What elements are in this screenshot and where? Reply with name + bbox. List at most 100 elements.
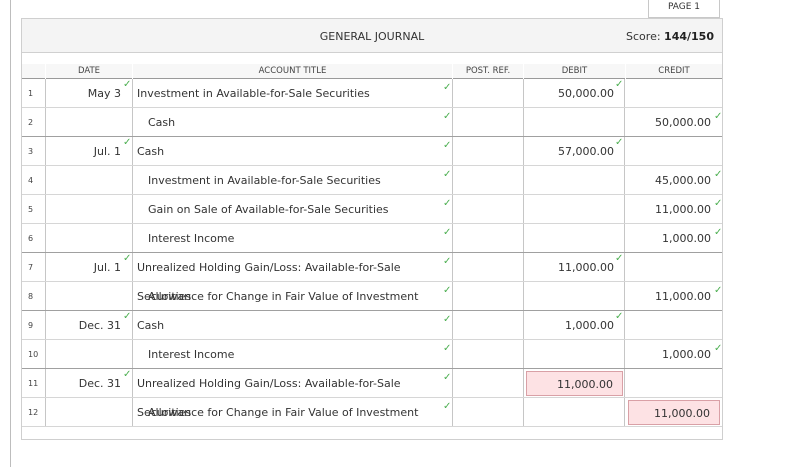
account-title-field[interactable]: Investment in Available-for-Sale Securit… — [137, 87, 370, 100]
row-number: 8 — [28, 292, 34, 301]
post-ref-field[interactable] — [453, 253, 523, 282]
account-title-field[interactable]: Investment in Available-for-Sale Securit… — [148, 174, 381, 187]
credit-field[interactable]: 45,000.00 — [628, 168, 720, 193]
column-divider — [452, 340, 453, 369]
date-field[interactable] — [46, 224, 132, 253]
journal-row: 8 Allowance for Change in Fair Value of I… — [22, 282, 722, 311]
date-field[interactable]: Jul. 1 — [93, 145, 121, 158]
journal-row: 5 Gain on Sale of Available-for-Sale Secu… — [22, 195, 722, 224]
date-field[interactable] — [46, 166, 132, 195]
post-ref-field[interactable] — [453, 369, 523, 398]
credit-field[interactable] — [628, 371, 720, 396]
account-title-field[interactable]: Interest Income — [148, 348, 235, 361]
date-field[interactable]: May 3 — [87, 87, 121, 100]
column-divider — [452, 224, 453, 253]
debit-field[interactable] — [526, 342, 623, 367]
credit-amount: 11,000.00 — [655, 203, 711, 216]
score-value: 144/150 — [664, 30, 714, 43]
credit-field[interactable]: 1,000.00 — [628, 226, 720, 251]
debit-field[interactable] — [526, 197, 623, 222]
column-divider — [523, 137, 524, 166]
journal-row: 9 Dec. 31 Cash 1,000.00 ✓ ✓ ✓ — [22, 311, 722, 340]
column-divider — [452, 137, 453, 166]
debit-field[interactable]: 57,000.00 — [526, 139, 623, 164]
post-ref-field[interactable] — [453, 398, 523, 427]
date-field[interactable] — [46, 282, 132, 311]
date-field[interactable]: Dec. 31 — [78, 319, 121, 332]
date-field[interactable] — [46, 195, 132, 224]
column-divider — [132, 108, 133, 137]
column-divider — [523, 79, 524, 108]
post-ref-field[interactable] — [453, 282, 523, 311]
account-title-field[interactable]: Cash — [137, 145, 165, 158]
column-divider — [132, 137, 133, 166]
page-tab[interactable]: PAGE 1 — [648, 0, 720, 18]
column-divider — [624, 137, 625, 166]
journal-row: 3 Jul. 1 Cash 57,000.00 ✓ ✓ ✓ — [22, 137, 722, 166]
post-ref-field[interactable] — [453, 195, 523, 224]
row-divider — [22, 426, 722, 427]
debit-field[interactable]: 11,000.00 — [526, 255, 623, 280]
post-ref-field[interactable] — [453, 79, 523, 108]
credit-amount: 1,000.00 — [662, 348, 711, 361]
credit-field[interactable]: 11,000.00 — [628, 197, 720, 222]
debit-field[interactable]: 1,000.00 — [526, 313, 623, 338]
post-ref-field[interactable] — [453, 340, 523, 369]
credit-field[interactable] — [628, 81, 720, 106]
correct-check-icon: ✓ — [443, 140, 452, 151]
debit-amount: 1,000.00 — [565, 319, 614, 332]
credit-field[interactable] — [628, 139, 720, 164]
row-divider — [22, 107, 722, 108]
post-ref-field[interactable] — [453, 137, 523, 166]
debit-field[interactable] — [526, 400, 623, 425]
post-ref-field[interactable] — [453, 311, 523, 340]
account-title-field[interactable]: Allowance for Change in Fair Value of In… — [148, 290, 419, 303]
correct-check-icon: ✓ — [443, 227, 452, 238]
credit-field[interactable]: 1,000.00 — [628, 342, 720, 367]
credit-amount: 50,000.00 — [655, 116, 711, 129]
account-title-field[interactable]: Gain on Sale of Available-for-Sale Secur… — [148, 203, 389, 216]
account-title-field[interactable]: Interest Income — [148, 232, 235, 245]
credit-field[interactable]: 11,000.00 — [628, 400, 720, 425]
post-ref-field[interactable] — [453, 224, 523, 253]
date-field[interactable] — [46, 340, 132, 369]
debit-field[interactable] — [526, 226, 623, 251]
date-field[interactable]: Jul. 1 — [93, 261, 121, 274]
credit-amount: 45,000.00 — [655, 174, 711, 187]
column-divider — [452, 79, 453, 108]
post-ref-field[interactable] — [453, 108, 523, 137]
account-title-field[interactable]: Allowance for Change in Fair Value of In… — [148, 406, 419, 419]
post-ref-field[interactable] — [453, 166, 523, 195]
column-divider — [45, 398, 46, 427]
date-field[interactable] — [46, 108, 132, 137]
credit-field[interactable] — [628, 255, 720, 280]
correct-check-icon: ✓ — [123, 253, 132, 264]
debit-field[interactable]: 50,000.00 — [526, 81, 623, 106]
account-title-field[interactable]: Unrealized Holding Gain/Loss: Available-… — [137, 261, 401, 303]
credit-field[interactable]: 50,000.00 — [628, 110, 720, 135]
debit-field[interactable] — [526, 284, 623, 309]
credit-field[interactable]: 11,000.00 — [628, 284, 720, 309]
date-field[interactable]: Dec. 31 — [78, 377, 121, 390]
correct-check-icon: ✓ — [443, 256, 452, 267]
debit-field[interactable] — [526, 168, 623, 193]
journal-row: 2 Cash 50,000.00 ✓ ✓ — [22, 108, 722, 137]
column-divider — [452, 311, 453, 340]
column-divider — [624, 79, 625, 108]
column-divider — [45, 282, 46, 311]
column-divider — [624, 369, 625, 398]
debit-amount: 57,000.00 — [558, 145, 614, 158]
column-divider — [45, 166, 46, 195]
account-title-field[interactable]: Unrealized Holding Gain/Loss: Available-… — [137, 377, 401, 419]
account-title-field[interactable]: Cash — [137, 319, 165, 332]
column-divider — [624, 224, 625, 253]
column-divider — [624, 166, 625, 195]
account-title-field[interactable]: Cash — [148, 116, 176, 129]
date-field[interactable] — [46, 398, 132, 427]
column-divider — [624, 340, 625, 369]
row-divider — [22, 223, 722, 224]
debit-field[interactable]: 11,000.00 — [526, 371, 623, 396]
debit-field[interactable] — [526, 110, 623, 135]
row-number: 7 — [28, 263, 34, 272]
credit-field[interactable] — [628, 313, 720, 338]
